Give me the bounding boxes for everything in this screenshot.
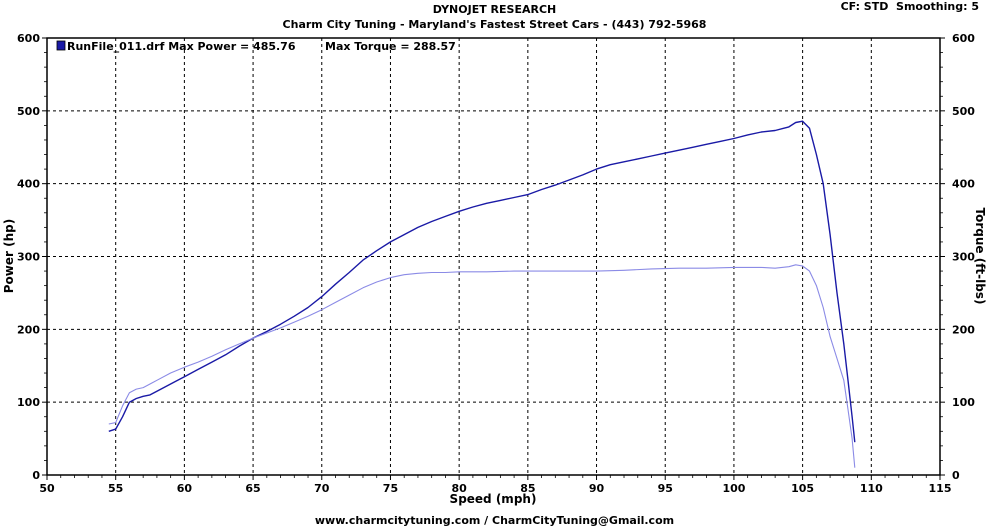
y-axis-label-right: Torque (ft-lbs) [973,208,987,305]
y-tick-label-right: 600 [952,32,975,45]
footer-contact: www.charmcitytuning.com / CharmCityTunin… [314,514,675,527]
x-tick-labels: 50 55 60 65 70 75 80 85 90 95 100 105 110 115 [39,482,951,495]
y-tick-labels-right: 0 100 200 300 400 500 600 [952,32,975,482]
y-tick-label-left: 600 [17,32,40,45]
grid-lines [47,38,940,475]
x-tick-label: 70 [314,482,330,495]
x-tick-label: 105 [791,482,814,495]
y-tick-label-left: 200 [17,323,40,336]
y-tick-label-left: 500 [17,105,40,118]
correction-settings: CF: STD Smoothing: 5 [841,0,979,13]
legend-swatch [56,40,66,51]
y-tick-label-right: 200 [952,323,975,336]
y-tick-label-right: 500 [952,105,975,118]
chart-title: DYNOJET RESEARCH [432,3,557,16]
x-tick-label: 80 [451,482,467,495]
y-tick-label-right: 100 [952,396,975,409]
x-tick-label: 110 [860,482,883,495]
cf-label: CF: STD [840,0,889,13]
legend-torque-label: Max Torque = 288.57 [325,40,456,53]
y-tick-label-right: 400 [952,178,975,191]
x-tick-label: 85 [520,482,535,495]
y-axis-label-left: Power (hp) [2,219,16,293]
y-tick-labels-left: 0 100 200 300 400 500 600 [17,32,40,482]
x-tick-label: 75 [383,482,398,495]
x-tick-label: 95 [658,482,673,495]
x-axis-label: Speed (mph) [450,492,537,506]
axis-ticks [42,37,945,480]
y-tick-label-left: 300 [17,251,40,264]
y-tick-label-right: 300 [952,251,975,264]
series-group [108,120,856,468]
x-tick-label: 55 [108,482,123,495]
x-tick-label: 65 [245,482,260,495]
series-line-power [108,120,856,443]
y-tick-label-right: 0 [952,469,960,482]
x-tick-label: 100 [722,482,745,495]
x-tick-label: 60 [177,482,193,495]
legend-run-label: RunFile_011.drf Max Power = 485.76 [67,40,296,53]
x-tick-label: 115 [929,482,952,495]
series-line-torque [108,264,856,468]
y-tick-label-left: 400 [17,178,40,191]
x-tick-label: 50 [39,482,55,495]
y-tick-label-left: 0 [32,469,40,482]
x-tick-label: 90 [589,482,605,495]
y-tick-label-left: 100 [17,396,40,409]
chart-subtitle: Charm City Tuning - Maryland's Fastest S… [282,18,707,31]
smoothing-label: Smoothing: 5 [896,0,979,13]
legend: RunFile_011.drf Max Power = 485.76 Max T… [56,40,456,53]
